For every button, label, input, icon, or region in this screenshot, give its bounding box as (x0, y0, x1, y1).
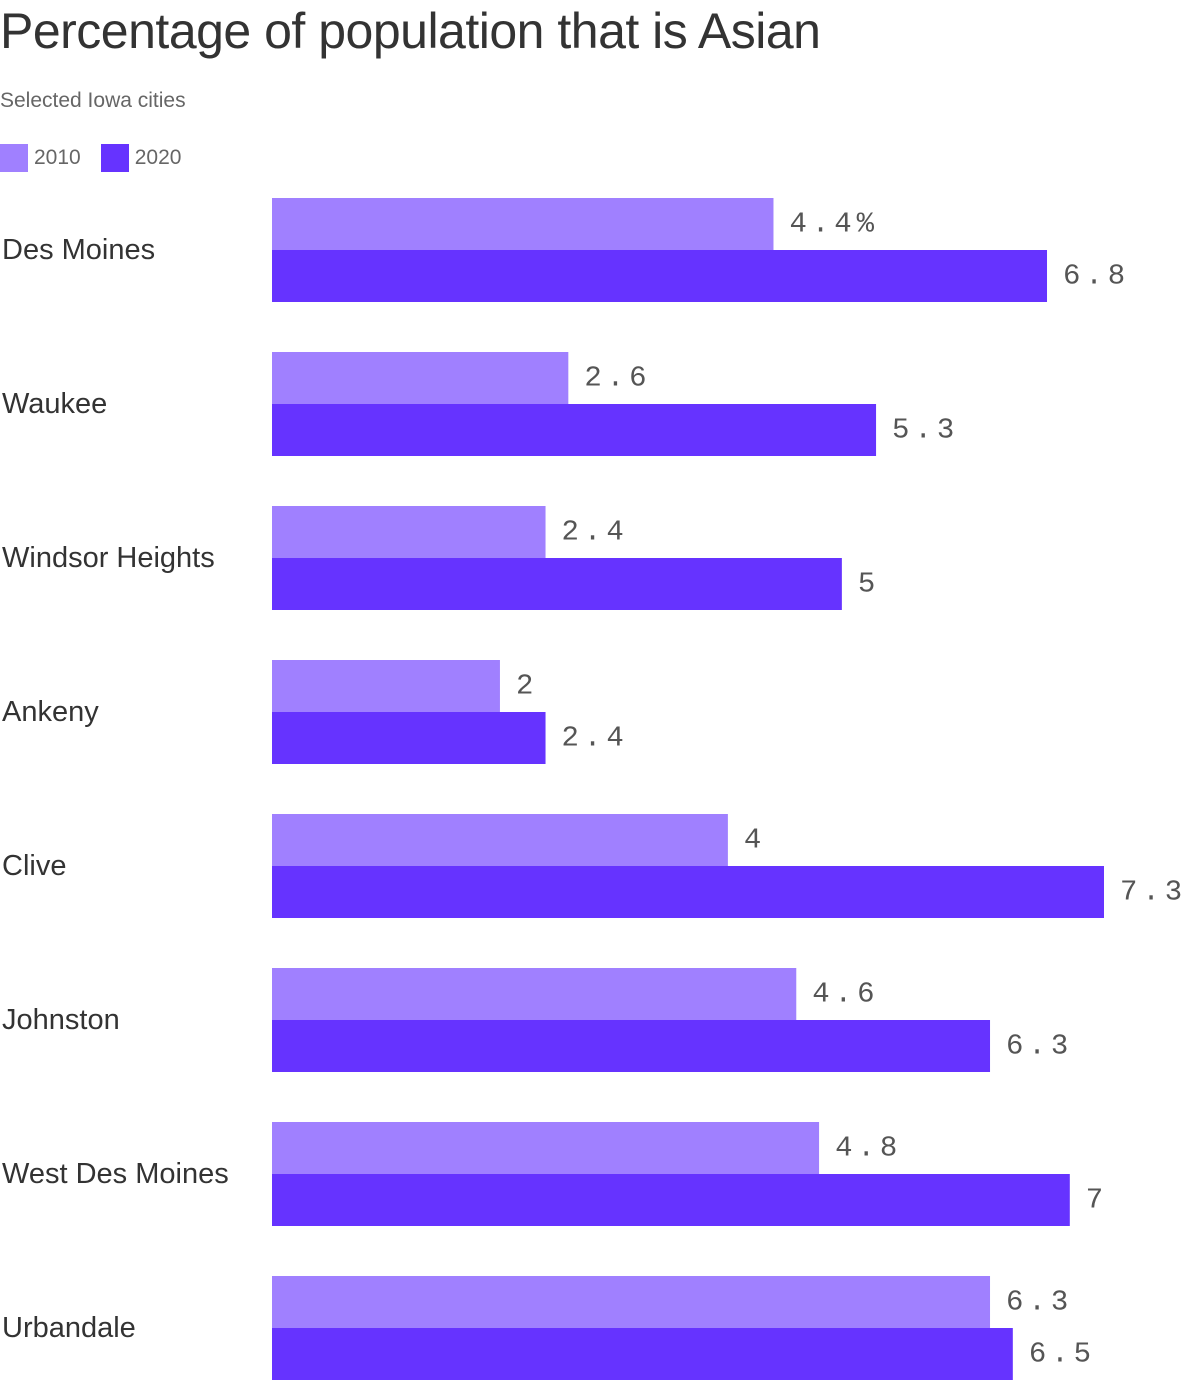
bar-clive-2020 (272, 866, 1104, 918)
bar-ankeny-2020 (272, 712, 546, 764)
category-label-ankeny: Ankeny (2, 696, 99, 728)
value-label-clive-2020: 7.3 (1120, 876, 1187, 909)
bar-waukee-2020 (272, 404, 877, 456)
value-label-ankeny-2010: 2 (516, 670, 538, 703)
category-label-urbandale: Urbandale (2, 1312, 136, 1344)
bar-johnston-2010 (272, 968, 797, 1020)
value-label-des-moines-2020: 6.8 (1063, 260, 1130, 293)
bar-windsor-heights-2020 (272, 558, 842, 610)
value-label-waukee-2020: 5.3 (892, 414, 959, 447)
bar-west-des-moines-2020 (272, 1174, 1070, 1226)
bar-clive-2010 (272, 814, 728, 866)
category-label-waukee: Waukee (2, 388, 107, 420)
value-label-windsor-heights-2010: 2.4 (562, 516, 629, 549)
bar-west-des-moines-2010 (272, 1122, 820, 1174)
value-label-clive-2010: 4 (744, 824, 766, 857)
chart-subtitle: Selected Iowa cities (0, 89, 186, 112)
category-label-des-moines: Des Moines (2, 234, 155, 266)
category-label-windsor-heights: Windsor Heights (2, 542, 215, 574)
legend-swatch-2020 (100, 144, 129, 172)
value-label-ankeny-2020: 2.4 (562, 722, 629, 755)
value-label-urbandale-2010: 6.3 (1006, 1286, 1073, 1319)
value-label-waukee-2010: 2.6 (584, 362, 651, 395)
value-label-windsor-heights-2020: 5 (858, 568, 880, 601)
bar-des-moines-2020 (272, 250, 1048, 302)
legend: 2010 2020 (0, 143, 201, 173)
value-label-johnston-2020: 6.3 (1006, 1030, 1073, 1063)
bar-urbandale-2020 (272, 1328, 1013, 1380)
bar-johnston-2020 (272, 1020, 991, 1072)
legend-item-2010: 2010 (0, 144, 81, 172)
bar-ankeny-2010 (272, 660, 500, 712)
legend-item-2020: 2020 (100, 144, 182, 172)
category-label-johnston: Johnston (2, 1004, 120, 1036)
category-label-clive: Clive (2, 850, 66, 882)
legend-swatch-2010 (0, 144, 28, 172)
legend-label-2020: 2020 (134, 146, 182, 169)
category-label-west-des-moines: West Des Moines (2, 1158, 229, 1190)
bar-windsor-heights-2010 (272, 506, 546, 558)
bar-urbandale-2010 (272, 1276, 991, 1328)
legend-label-2010: 2010 (34, 146, 81, 169)
value-label-west-des-moines-2010: 4.8 (835, 1132, 902, 1165)
value-label-urbandale-2020: 6.5 (1029, 1338, 1096, 1371)
value-label-des-moines-2010: 4.4% (789, 208, 879, 241)
value-label-johnston-2010: 4.6 (812, 978, 879, 1011)
bar-waukee-2010 (272, 352, 569, 404)
value-label-west-des-moines-2020: 7 (1086, 1184, 1108, 1217)
chart-title: Percentage of population that is Asian (0, 3, 821, 59)
bar-des-moines-2010 (272, 198, 774, 250)
